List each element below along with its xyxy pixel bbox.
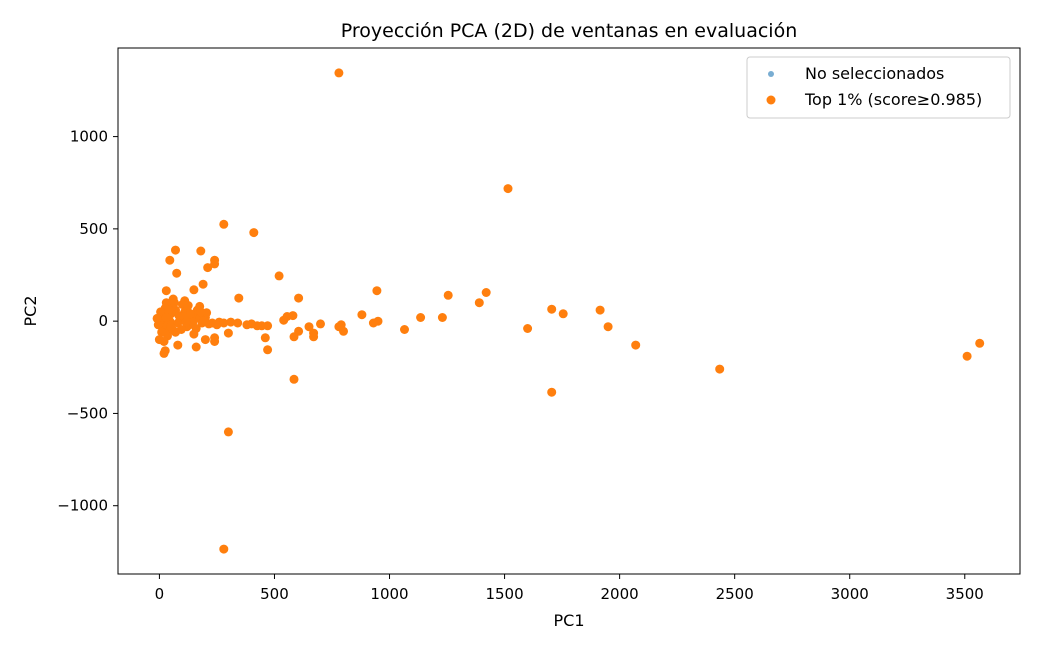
data-point-top-1: [198, 279, 208, 289]
data-point-top-1: [437, 313, 447, 322]
data-point-top-1: [166, 322, 176, 332]
data-point-top-1: [547, 387, 557, 397]
data-point-top-1: [161, 313, 171, 322]
data-point-top-1: [481, 288, 491, 297]
data-point-top-1: [274, 271, 284, 281]
y-tick-label: −500: [67, 404, 108, 422]
data-point-top-1: [400, 325, 409, 334]
data-point-top-1: [260, 333, 270, 343]
data-point-top-1: [242, 320, 252, 330]
data-point-top-1: [186, 309, 195, 319]
x-tick-label: 1500: [485, 585, 523, 603]
data-point-top-1: [226, 317, 236, 327]
data-point-top-1: [294, 293, 304, 303]
data-point-top-1: [288, 311, 298, 321]
x-tick-label: 2000: [601, 585, 639, 603]
data-point-top-1: [289, 374, 299, 384]
legend-box: [746, 56, 1011, 119]
data-point-top-1: [234, 293, 244, 303]
data-point-top-1: [223, 427, 233, 437]
data-point-top-1: [715, 364, 725, 374]
data-point-top-1: [196, 307, 206, 317]
data-point-top-1: [975, 338, 985, 348]
x-axis-label: PC1: [554, 611, 585, 630]
x-tick-label: 500: [260, 585, 289, 603]
x-axis: 0 500 1000 1500 2000 2500 3000 3500: [155, 574, 984, 603]
y-tick-label: 1000: [70, 128, 108, 146]
x-tick-label: 2500: [716, 585, 754, 603]
data-point-top-1: [176, 325, 186, 334]
x-tick-label: 3000: [831, 585, 869, 603]
data-point-top-1: [474, 298, 484, 308]
x-tick-label: 1000: [370, 585, 408, 603]
data-point-top-1: [263, 345, 273, 355]
data-point-top-1: [443, 290, 453, 300]
data-point-top-1: [173, 340, 183, 350]
data-point-top-1: [191, 342, 201, 352]
data-point-top-1: [233, 318, 243, 328]
data-point-top-1: [210, 259, 220, 269]
data-point-top-1: [631, 340, 641, 350]
data-point-top-1: [334, 68, 344, 78]
legend-marker-top-1: [766, 95, 776, 105]
data-point-top-1: [203, 263, 213, 273]
data-point-top-1: [189, 329, 199, 339]
data-point-top-1: [603, 322, 613, 332]
data-point-top-1: [316, 319, 325, 329]
chart-title: Proyección PCA (2D) de ventanas en evalu…: [341, 20, 797, 42]
data-point-top-1: [164, 305, 174, 315]
data-point-top-1: [181, 317, 191, 327]
y-tick-label: −1000: [57, 497, 108, 515]
data-point-top-1: [219, 544, 229, 554]
data-point-top-1: [169, 298, 179, 308]
data-point-top-1: [304, 322, 314, 332]
y-tick-label: 500: [79, 220, 108, 238]
data-point-top-1: [172, 268, 182, 278]
data-point-top-1: [196, 246, 206, 256]
data-point-top-1: [289, 332, 299, 342]
data-point-top-1: [199, 315, 209, 325]
data-point-top-1: [223, 328, 233, 338]
x-tick-label: 0: [155, 585, 165, 603]
legend-label-no-seleccionados: No seleccionados: [805, 64, 944, 83]
data-point-top-1: [547, 304, 557, 314]
plot-frame: [117, 47, 1021, 575]
data-point-top-1: [416, 313, 426, 322]
points-layer: [152, 68, 985, 554]
data-point-top-1: [339, 326, 348, 336]
data-point-top-1: [157, 327, 167, 337]
data-point-top-1: [189, 285, 199, 295]
data-point-top-1: [372, 286, 382, 296]
data-point-top-1: [962, 351, 972, 361]
y-axis: −1000 −500 0 500 1000: [57, 128, 118, 515]
data-point-top-1: [154, 335, 164, 345]
data-point-top-1: [503, 184, 513, 194]
data-point-top-1: [183, 301, 193, 310]
data-point-top-1: [210, 333, 220, 343]
y-tick-label: 0: [98, 312, 108, 330]
y-axis-label: PC2: [21, 296, 40, 327]
data-point-top-1: [161, 286, 171, 296]
legend-marker-no-seleccionados: [768, 71, 774, 77]
x-tick-label: 3500: [946, 585, 984, 603]
data-point-top-1: [279, 315, 289, 325]
data-point-top-1: [219, 219, 229, 229]
data-point-top-1: [595, 305, 605, 315]
data-point-top-1: [152, 313, 162, 323]
data-point-top-1: [309, 332, 319, 342]
data-point-top-1: [165, 255, 175, 265]
data-point-top-1: [368, 318, 378, 328]
legend: No seleccionados Top 1% (score≥0.985): [746, 56, 1011, 119]
data-point-top-1: [159, 348, 169, 358]
legend-label-top-1: Top 1% (score≥0.985): [804, 90, 982, 109]
data-point-top-1: [357, 310, 367, 320]
data-point-top-1: [249, 228, 259, 238]
data-point-top-1: [171, 245, 180, 255]
data-point-top-1: [523, 324, 533, 333]
data-point-top-1: [558, 309, 568, 319]
data-point-top-1: [200, 335, 210, 345]
